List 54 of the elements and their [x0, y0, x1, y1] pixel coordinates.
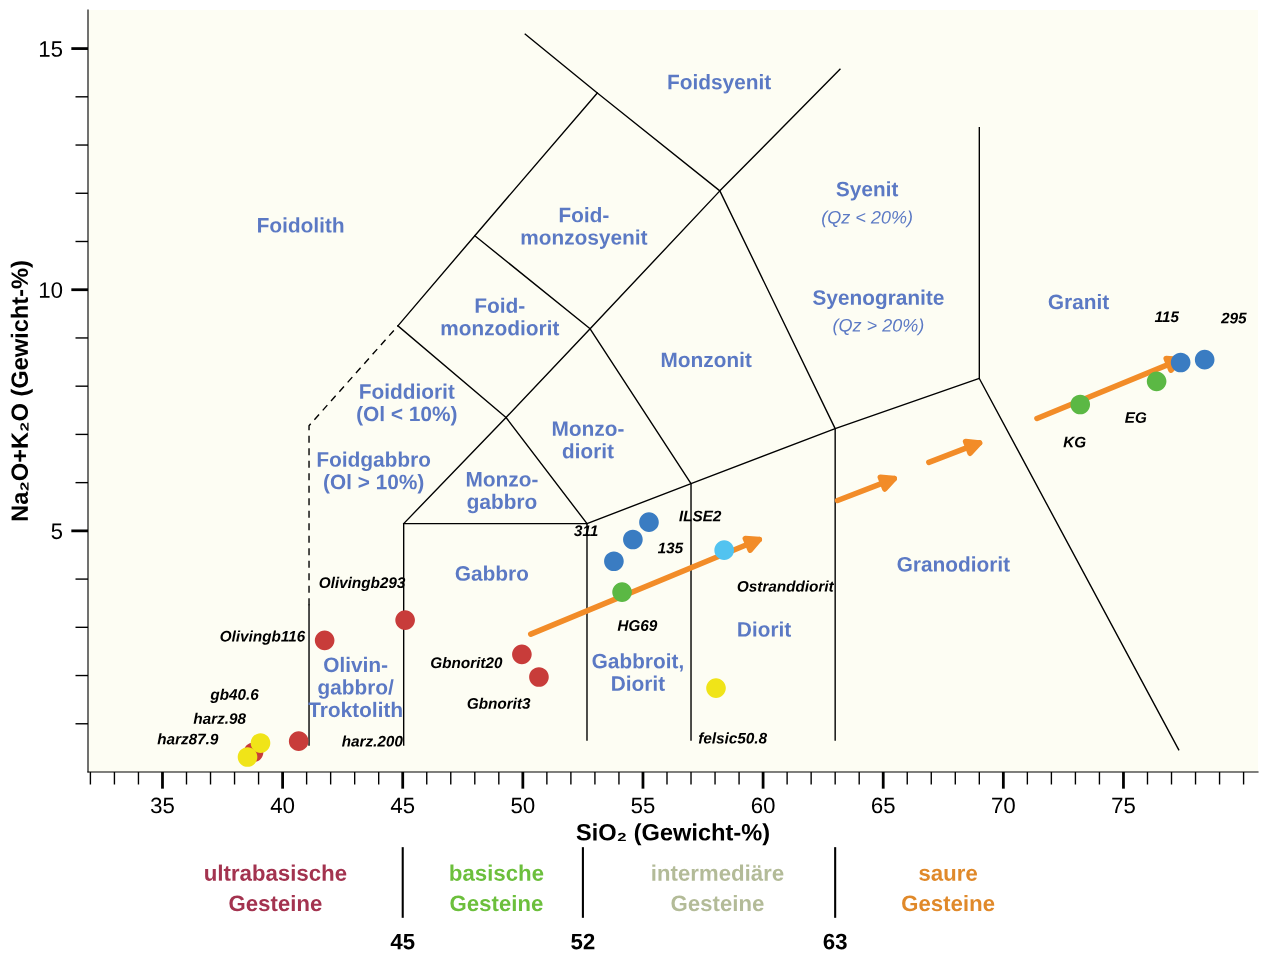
text: basische Gesteine — [450, 864, 544, 912]
annotation: Monzonit — [661, 351, 752, 368]
y-axis-title: Na₂O+K₂O (Gewicht-%) — [10, 261, 33, 521]
annotation: Monzo- diorit — [552, 421, 624, 459]
x-tick-label: 60 — [751, 797, 775, 814]
y-tick-label: 10 — [39, 282, 63, 298]
annotation: Foidolith — [258, 217, 344, 233]
text: ultrabasische Gesteine — [205, 864, 347, 912]
annotation: (Qz < 20%) — [822, 210, 912, 228]
text: intermediäre Gesteine — [652, 864, 784, 912]
annotation: HG69 — [617, 620, 658, 631]
annotation: harz87.9 — [157, 733, 219, 745]
annotation: KG — [1063, 436, 1086, 448]
annotation: Granit — [1048, 294, 1109, 310]
annotation: Gabbroit, Diorit — [592, 653, 683, 691]
annotation: 115 — [1154, 311, 1180, 323]
annotation: harz.98 — [193, 712, 246, 725]
annotation: Granodiorit — [897, 556, 1010, 572]
annotation: felsic50.8 — [698, 732, 768, 744]
annotation: Gbnorit20 — [431, 656, 503, 669]
annotation: Gbnorit3 — [467, 697, 531, 709]
x-tick-label: 40 — [270, 797, 295, 814]
annotation: 295 — [1220, 312, 1247, 324]
annotation: Foid- monzodiorit — [441, 297, 560, 336]
annotation: Foiddiorit (Ol < 10%) — [357, 383, 457, 426]
annotation: 135 — [657, 542, 684, 554]
x-tick-label: 65 — [871, 797, 895, 814]
x-axis-title: SiO₂ (Gewicht-%) — [576, 823, 769, 846]
text: 63 — [823, 933, 847, 950]
annotation: gb40.6 — [210, 688, 259, 703]
x-tick-label: 55 — [631, 797, 655, 814]
annotation: Gabbro — [455, 565, 529, 581]
annotation: Syenit — [836, 181, 899, 201]
text: saure Gesteine — [902, 868, 995, 912]
annotation: Foid- monzosyenit — [521, 207, 648, 249]
y-tick-label: 15 — [39, 41, 63, 57]
x-tick-label: 50 — [511, 797, 535, 814]
x-tick-label: 75 — [1112, 797, 1135, 814]
annotation: Monzo- gabbro — [466, 472, 538, 514]
y-tick-label: 5 — [51, 523, 63, 540]
annotation: Foidsyenit — [668, 74, 771, 94]
x-tick-label: 70 — [992, 797, 1015, 814]
annotation: Olivingb116 — [220, 630, 306, 645]
annotation: Foidgabbro (Ol > 10%) — [317, 451, 431, 494]
annotation: Ostranddiorit — [737, 580, 835, 592]
text: 52 — [571, 933, 595, 950]
annotation: EG — [1125, 412, 1147, 423]
annotation: (Qz > 20%) — [833, 318, 924, 336]
x-tick-label: 35 — [150, 797, 174, 814]
annotation: Syenogranite — [813, 289, 944, 310]
annotation: Diorit — [738, 621, 791, 637]
x-tick-label: 45 — [390, 797, 415, 814]
text: 45 — [390, 933, 415, 950]
annotation: harz.200 — [342, 735, 403, 747]
